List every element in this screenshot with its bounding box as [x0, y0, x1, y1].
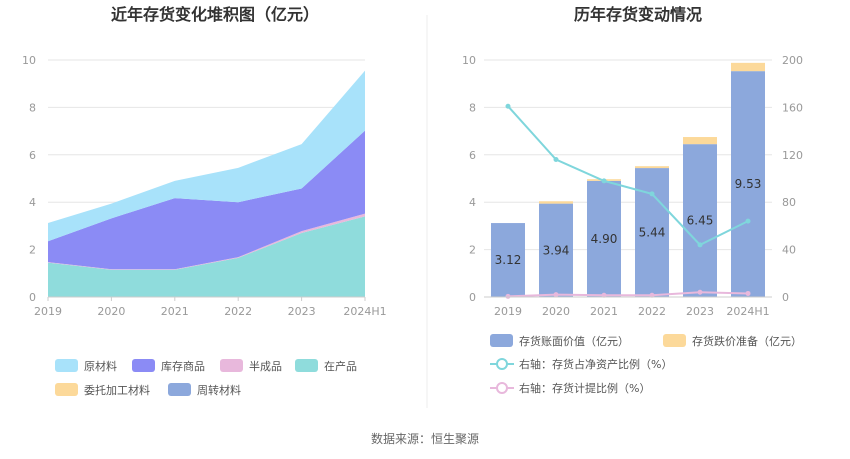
left-legend-swatch: [55, 383, 78, 396]
left-x-tick: 2022: [224, 305, 252, 318]
bar-存货跌价准备（亿元）: [635, 166, 669, 169]
left-y-tick: 0: [29, 291, 36, 304]
line-point: [601, 178, 607, 184]
line-point: [505, 293, 511, 299]
right-y-tick: 10: [462, 54, 476, 67]
right-legend-label: 存货账面价值（亿元）: [519, 334, 629, 348]
line-point: [697, 289, 703, 295]
bar-存货跌价准备（亿元）: [539, 201, 573, 204]
area-原材料: [48, 70, 365, 242]
right-legend-swatch: [490, 334, 513, 347]
right-legend-label: 存货跌价准备（亿元）: [692, 334, 802, 348]
left-legend-label: 在产品: [324, 359, 357, 373]
right-x-tick: 2020: [542, 305, 570, 318]
right-y2-tick: 160: [782, 101, 803, 114]
bar-value-label: 4.90: [591, 232, 618, 246]
right-legend: 存货账面价值（亿元） 存货跌价准备（亿元） 右轴：存货占净资产比例（%） 右轴：存货计…: [490, 334, 802, 395]
bar-value-label: 5.44: [639, 226, 666, 240]
line-point: [553, 292, 559, 298]
right-y-tick: 4: [469, 196, 476, 209]
left-legend-swatch: [220, 359, 243, 372]
bar-存货账面价值（亿元）: [587, 180, 621, 297]
line-point: [505, 103, 511, 109]
bar-存货账面价值（亿元）: [539, 203, 573, 297]
bar-存货跌价准备（亿元）: [683, 137, 717, 145]
left-legend-swatch: [295, 359, 318, 372]
left-y-tick: 2: [29, 244, 36, 257]
right-y-tick: 8: [469, 101, 476, 114]
bar-存货账面价值（亿元）: [635, 168, 669, 297]
inventory-bar-chart: 0 2 4 6 8 10 0 40 80 120 160 200 3.12 3.94 4.90 5.44 6.4…: [462, 54, 803, 318]
bar-存货账面价值（亿元）: [491, 223, 525, 297]
right-legend-label: 右轴：存货计提比例（%）: [519, 381, 650, 395]
left-x-tick: 2021: [161, 305, 189, 318]
right-legend-marker: [496, 382, 508, 394]
bar-value-label: 3.12: [495, 253, 522, 267]
area-库存商品: [48, 130, 365, 270]
left-x-tick: 2019: [34, 305, 62, 318]
left-legend-label: 周转材料: [197, 383, 241, 397]
right-legend-marker: [496, 358, 508, 370]
bar-value-label: 3.94: [543, 243, 570, 257]
line-point: [745, 290, 751, 296]
line-point: [649, 292, 655, 298]
right-x-tick: 2024H1: [726, 305, 769, 318]
area-在产品: [48, 216, 365, 297]
left-legend-label: 原材料: [84, 359, 117, 373]
right-y-tick: 6: [469, 149, 476, 162]
left-y-tick: 4: [29, 196, 36, 209]
right-y-tick: 0: [469, 291, 476, 304]
right-y2-tick: 200: [782, 54, 803, 67]
left-y-tick: 8: [29, 101, 36, 114]
line-point: [697, 242, 703, 248]
left-y-tick: 10: [22, 54, 36, 67]
line-右轴：存货占净资产比例（%）: [507, 105, 749, 247]
right-y2-tick: 120: [782, 149, 803, 162]
bar-value-label: 9.53: [735, 177, 762, 191]
line-point: [553, 157, 559, 163]
line-point: [601, 292, 607, 298]
right-legend-swatch: [663, 334, 686, 347]
left-legend-label: 半成品: [249, 359, 282, 373]
line-右轴：存货计提比例（%）: [507, 291, 749, 298]
bar-存货跌价准备（亿元）: [731, 62, 765, 72]
left-legend-swatch: [132, 359, 155, 372]
left-legend-label: 委托加工材料: [84, 383, 150, 397]
left-x-tick: 2020: [97, 305, 125, 318]
left-y-tick: 6: [29, 149, 36, 162]
source-note: 数据来源：恒生聚源: [371, 431, 479, 446]
bar-存货账面价值（亿元）: [683, 144, 717, 297]
right-x-tick: 2022: [638, 305, 666, 318]
left-chart-title: 近年存货变化堆积图（亿元）: [111, 5, 319, 24]
bar-存货账面价值（亿元）: [731, 71, 765, 297]
right-x-tick: 2021: [590, 305, 618, 318]
right-x-tick: 2019: [494, 305, 522, 318]
left-x-tick: 2023: [288, 305, 316, 318]
left-legend-label: 库存商品: [161, 359, 205, 373]
line-point: [745, 218, 751, 224]
right-chart-title: 历年存货变动情况: [574, 5, 702, 24]
right-y2-tick: 40: [782, 244, 796, 257]
left-x-tick: 2024H1: [343, 305, 386, 318]
right-legend-label: 右轴：存货占净资产比例（%）: [519, 357, 672, 371]
left-legend-swatch: [55, 359, 78, 372]
left-legend-swatch: [168, 383, 191, 396]
right-y-tick: 2: [469, 244, 476, 257]
stacked-area-chart: 0 2 4 6 8 10 2019 2020 2021 2022 2023 2024H1: [22, 54, 387, 318]
line-point: [649, 191, 655, 197]
right-y2-tick: 80: [782, 196, 796, 209]
right-x-tick: 2023: [686, 305, 714, 318]
right-y2-tick: 0: [782, 291, 789, 304]
bar-value-label: 6.45: [687, 214, 714, 228]
